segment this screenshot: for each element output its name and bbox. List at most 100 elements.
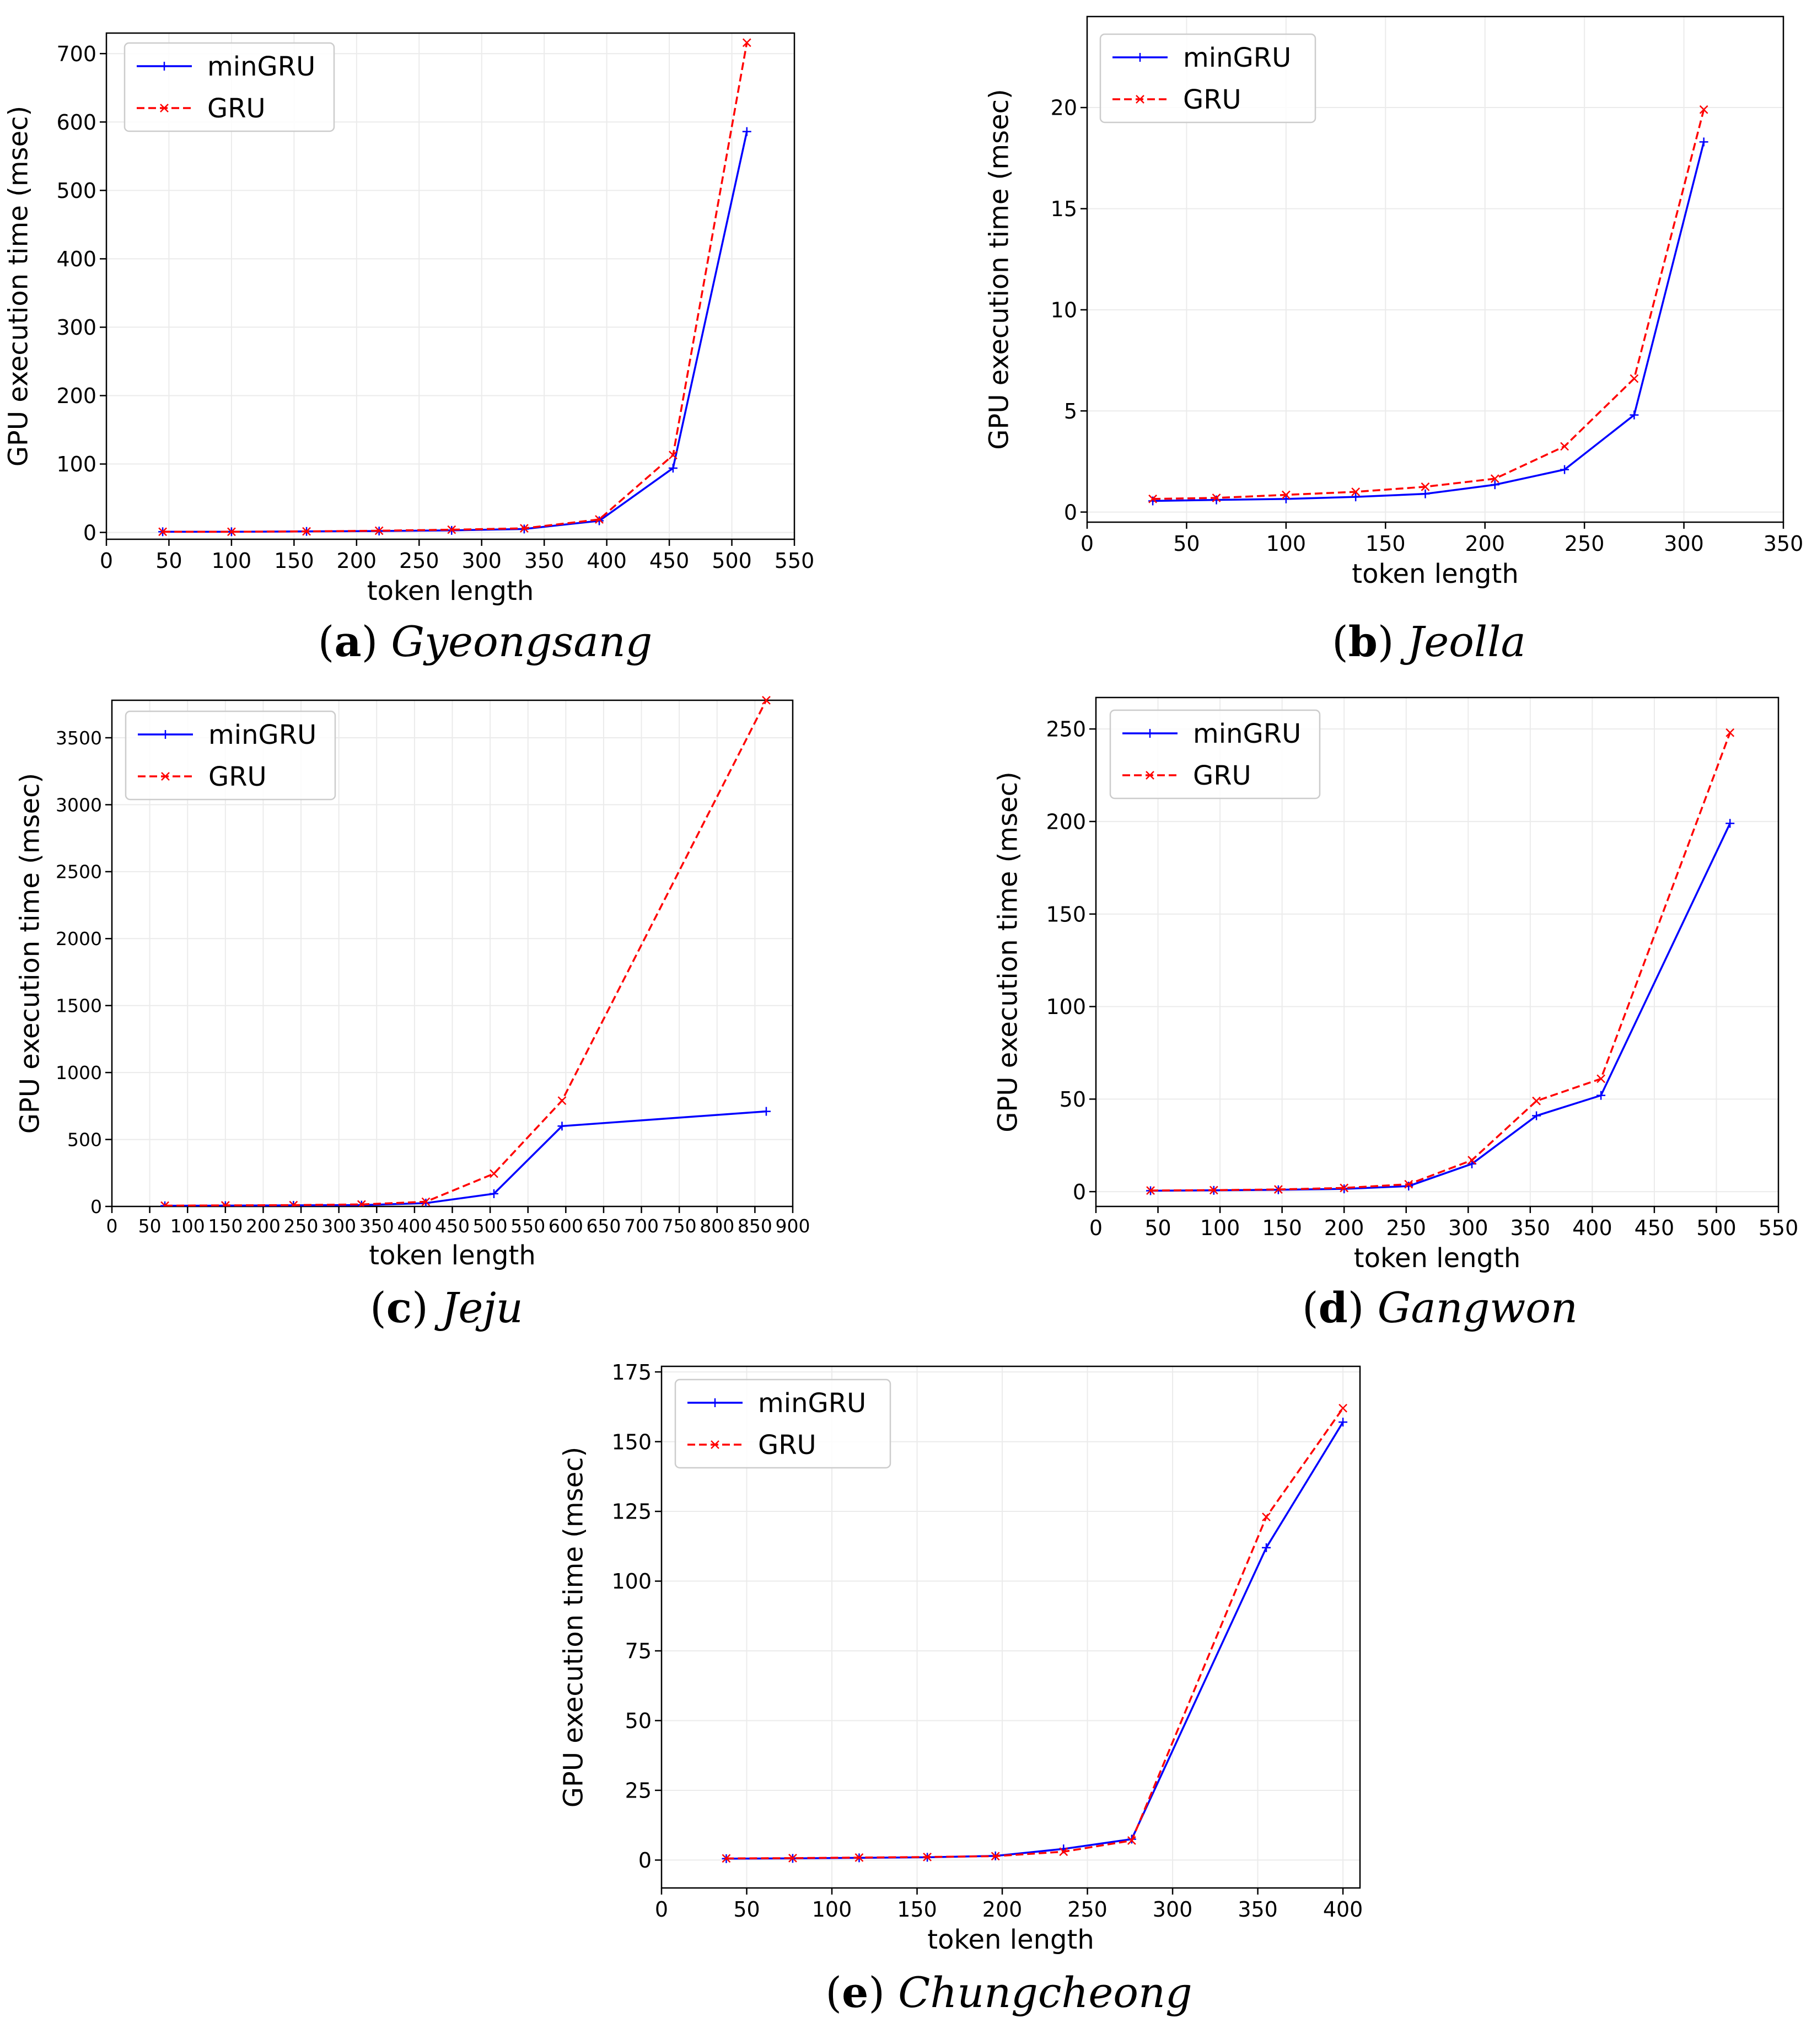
x-tick-label: 250 [284, 1215, 319, 1237]
y-tick-label: 15 [1051, 197, 1077, 221]
data-point [1725, 819, 1735, 828]
data-point [1421, 482, 1430, 491]
y-axis-label: GPU execution time (msec) [992, 771, 1023, 1133]
data-point [1127, 1836, 1136, 1845]
x-tick-label: 300 [461, 549, 502, 573]
data-point [1340, 1183, 1349, 1193]
x-tick-label: 550 [1759, 1216, 1799, 1240]
x-tick-label: 0 [1080, 532, 1094, 556]
legend-label: GRU [1193, 760, 1251, 791]
series-line [726, 1421, 1344, 1860]
y-tick-label: 700 [56, 42, 96, 66]
data-point [1209, 1185, 1218, 1195]
y-tick-label: 250 [1046, 717, 1086, 742]
y-tick-label: 1000 [56, 1062, 102, 1083]
data-point [1596, 1074, 1606, 1083]
data-point [1490, 480, 1499, 490]
y-tick-label: 0 [1073, 1180, 1086, 1204]
x-axis-label: token length [369, 1240, 535, 1271]
x-tick-label: 150 [1262, 1216, 1302, 1240]
data-point [1338, 1418, 1348, 1427]
series-GRU [160, 696, 771, 1206]
x-tick-label: 0 [655, 1897, 668, 1922]
x-tick-label: 500 [1696, 1216, 1737, 1240]
y-tick-label: 50 [1060, 1087, 1086, 1112]
x-axis-label: token length [927, 1924, 1094, 1955]
legend-label: GRU [1183, 84, 1241, 115]
data-point [1725, 728, 1735, 737]
x-tick-label: 550 [775, 549, 815, 573]
x-tick-label: 350 [359, 1215, 394, 1237]
series-line [165, 700, 767, 1206]
data-point [1262, 1512, 1271, 1522]
x-tick-label: 100 [812, 1897, 852, 1922]
legend-label: GRU [207, 93, 266, 124]
data-point [1212, 493, 1221, 502]
plot-frame [105, 32, 795, 540]
x-tick-label: 600 [549, 1215, 583, 1237]
x-tick-label: 250 [399, 549, 439, 573]
data-point [1490, 474, 1499, 484]
y-tick-label: 10 [1051, 298, 1077, 323]
x-tick-label: 350 [524, 549, 565, 573]
y-tick-label: 2000 [56, 928, 102, 949]
data-point [1281, 494, 1291, 503]
data-point [519, 524, 529, 533]
y-tick-label: 2500 [56, 861, 102, 883]
data-point [289, 1200, 298, 1206]
y-tick-label: 75 [625, 1639, 652, 1664]
x-tick-label: 850 [738, 1215, 772, 1237]
plot-frame [1086, 15, 1784, 523]
data-point [1351, 492, 1361, 502]
x-tick-label: 150 [897, 1897, 937, 1922]
x-tick-label: 700 [624, 1215, 659, 1237]
x-tick-label: 450 [649, 549, 690, 573]
data-point [489, 1189, 498, 1198]
series-line [1151, 732, 1731, 1192]
x-tick-label: 50 [733, 1897, 760, 1922]
x-tick-label: 50 [138, 1215, 162, 1237]
data-point [1273, 1185, 1283, 1194]
y-axis-label: GPU execution time (msec) [3, 106, 34, 467]
data-point [1404, 1179, 1413, 1189]
legend: minGRU GRU [1109, 709, 1321, 800]
data-point [421, 1198, 431, 1206]
series-line [163, 42, 748, 533]
y-axis-label: GPU execution time (msec) [558, 1447, 589, 1808]
subfigure-caption: (d) Gangwon [1302, 1283, 1578, 1332]
x-tick-label: 450 [1635, 1216, 1675, 1240]
data-point [1421, 489, 1430, 498]
data-point [1560, 442, 1569, 451]
x-tick-label: 750 [662, 1215, 697, 1237]
data-point [302, 527, 311, 536]
chart-c: 0 50 100 150 200 250 300 350 400 450 500 550 600 650 7… [14, 696, 810, 1332]
y-tick-label: 25 [625, 1779, 652, 1803]
y-axis-label: GPU execution time (msec) [983, 89, 1014, 450]
legend-label: GRU [758, 1430, 816, 1461]
y-tick-label: 0 [90, 1196, 102, 1217]
data-point [742, 38, 751, 47]
x-tick-label: 400 [397, 1215, 432, 1237]
y-tick-label: 600 [56, 110, 96, 135]
chart-d: 0 50 100 150 200 250 300 350 400 450 500 550 0 50 100 1… [992, 696, 1799, 1332]
y-tick-label: 1500 [56, 995, 102, 1017]
data-point [227, 527, 236, 537]
series-minGRU [158, 127, 751, 537]
x-tick-label: 250 [1067, 1897, 1108, 1922]
legend-item-minGRU: minGRU [1112, 42, 1291, 73]
x-tick-label: 550 [510, 1215, 545, 1237]
x-tick-label: 250 [1386, 1216, 1426, 1240]
y-axis-label: GPU execution time (msec) [14, 773, 45, 1134]
legend-label: minGRU [1183, 42, 1291, 73]
x-tick-label: 250 [1565, 532, 1605, 556]
data-point [1148, 496, 1158, 506]
y-tick-label: 200 [56, 384, 96, 408]
data-point [1630, 374, 1639, 383]
data-point [991, 1852, 1000, 1861]
data-point [854, 1853, 864, 1862]
x-tick-label: 400 [587, 549, 627, 573]
data-point [357, 1200, 366, 1206]
data-point [923, 1852, 932, 1861]
x-tick-label: 500 [712, 549, 752, 573]
data-point [668, 463, 678, 473]
